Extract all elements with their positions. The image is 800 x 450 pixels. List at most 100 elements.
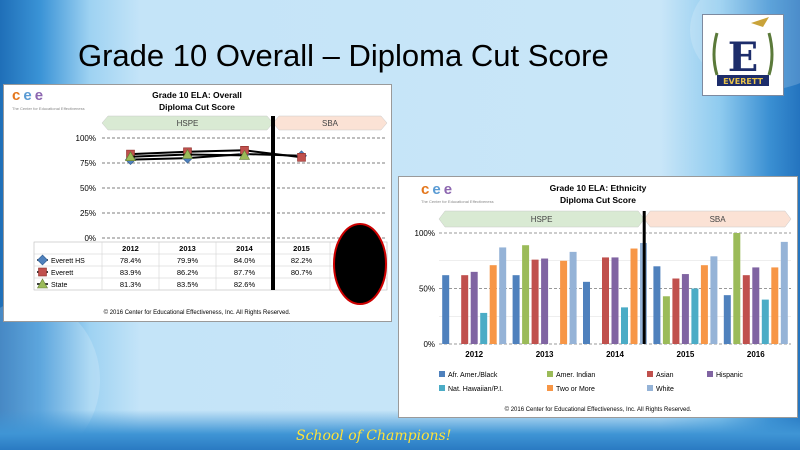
cee-letter: e: [432, 181, 444, 198]
cee-letter: e: [34, 87, 47, 104]
bar-2-3: [672, 278, 680, 344]
legend-swatch: [547, 385, 553, 391]
legend-label: Afr. Amer./Black: [448, 372, 498, 379]
legend-swatch: [647, 371, 653, 377]
y-tick-label: 75%: [80, 159, 96, 168]
bar-4-0: [480, 312, 488, 344]
y-tick-label: 0%: [423, 340, 435, 349]
bar-0-2: [583, 281, 590, 344]
y-tick-label: 100%: [415, 229, 435, 238]
y-tick-label: 25%: [80, 209, 96, 218]
bar-3-2: [611, 257, 619, 344]
chart-title: Grade 10 ELA: Ethnicity: [550, 183, 647, 193]
chart-footer: © 2016 Center for Educational Effectiven…: [505, 406, 692, 413]
logo-letter: E: [728, 34, 759, 81]
data-label: 80.7%: [291, 268, 313, 277]
cee-letter: c: [12, 87, 24, 104]
y-tick-label: 50%: [80, 184, 96, 193]
bar-5-4: [771, 267, 779, 344]
bar-1-1: [522, 245, 530, 344]
cee-letter: c: [421, 181, 433, 198]
bar-2-0: [461, 275, 469, 344]
y-tick-label: 0%: [84, 234, 96, 243]
legend-label: State: [51, 282, 67, 289]
x-tick-label: 2014: [236, 244, 254, 253]
legend-label: Hispanic: [716, 372, 743, 379]
bar-0-1: [512, 275, 520, 344]
x-tick-label: 2015: [293, 244, 310, 253]
series-1-point: [297, 153, 306, 162]
hspe-band-label: HSPE: [531, 215, 553, 224]
legend-label: Everett HS: [51, 258, 85, 265]
legend-label: Nat. Hawaiian/P.I.: [448, 386, 503, 393]
y-tick-label: 100%: [76, 134, 96, 143]
data-label: 82.6%: [234, 280, 256, 289]
bar-3-1: [541, 258, 549, 344]
hspe-band-label: HSPE: [177, 119, 199, 128]
data-label: 82.2%: [291, 256, 313, 265]
data-label: 78.4%: [120, 256, 142, 265]
school-crest-icon: E EVERETT: [702, 14, 784, 96]
data-label: 84.0%: [234, 256, 256, 265]
legend-label: Everett: [51, 270, 73, 277]
chart-subtitle: Diploma Cut Score: [159, 102, 235, 112]
sba-band-label: SBA: [710, 215, 727, 224]
series-2-point: [181, 148, 194, 159]
bar-4-2: [621, 307, 628, 344]
data-label: 83.5%: [177, 280, 199, 289]
x-tick-label: 2013: [536, 350, 554, 359]
logo-text: EVERETT: [723, 77, 763, 86]
bar-4-4: [761, 299, 769, 344]
cee-logo: cee: [12, 87, 46, 104]
cee-logo: cee: [421, 181, 455, 198]
data-label: 86.2%: [177, 268, 199, 277]
series-2-point: [238, 149, 251, 160]
legend-label: Amer. Indian: [556, 372, 595, 379]
legend-swatch: [439, 371, 445, 377]
bar-6-4: [780, 241, 788, 344]
sba-band-label: SBA: [322, 119, 339, 128]
school-motto: School of Champions!: [296, 428, 452, 444]
x-tick-label: 2012: [465, 350, 483, 359]
overall-chart-panel: cee The Center for Educational Effective…: [3, 84, 392, 322]
x-tick-label: 2015: [677, 350, 695, 359]
x-tick-label: 2013: [179, 244, 196, 253]
chart-title: Grade 10 ELA: Overall: [152, 90, 242, 100]
bar-6-1: [569, 251, 577, 344]
cee-tagline: The Center for Educational Effectiveness: [12, 106, 85, 111]
bar-1-3: [662, 296, 670, 344]
bar-6-3: [710, 256, 718, 344]
chart-footer: © 2016 Center for Educational Effectiven…: [104, 309, 291, 316]
bar-2-4: [742, 275, 750, 344]
overall-line-chart: Grade 10 ELA: Overall Diploma Cut Score HS…: [33, 90, 388, 316]
data-label: 87.7%: [234, 268, 256, 277]
cee-tagline: The Center for Educational Effectiveness: [421, 199, 494, 204]
bar-2-1: [531, 259, 539, 344]
bar-1-4: [733, 233, 741, 344]
legend-label: White: [656, 386, 674, 393]
legend-swatch: [647, 385, 653, 391]
bar-0-0: [442, 275, 450, 344]
legend-label: Asian: [656, 372, 674, 379]
cee-letter: e: [23, 87, 35, 104]
data-label: 81.3%: [120, 280, 142, 289]
series-2-point: [124, 151, 137, 161]
y-tick-label: 50%: [419, 285, 435, 294]
x-tick-label: 2012: [122, 244, 139, 253]
bar-4-3: [691, 288, 699, 344]
cee-letter: e: [443, 181, 456, 198]
sba-band: [272, 115, 388, 131]
slide-title: Grade 10 Overall – Diploma Cut Score: [78, 38, 609, 73]
bar-0-3: [653, 266, 661, 344]
sba-band: [643, 210, 792, 228]
legend-swatch: [707, 371, 713, 377]
data-label: 79.9%: [177, 256, 199, 265]
bar-2-2: [602, 257, 609, 344]
bar-3-0: [470, 271, 478, 344]
legend-marker: [38, 267, 47, 277]
bar-5-2: [630, 248, 638, 344]
bar-0-4: [723, 295, 731, 344]
data-label: 83.9%: [120, 268, 142, 277]
chart-subtitle: Diploma Cut Score: [560, 195, 636, 205]
legend-marker: [36, 278, 49, 289]
